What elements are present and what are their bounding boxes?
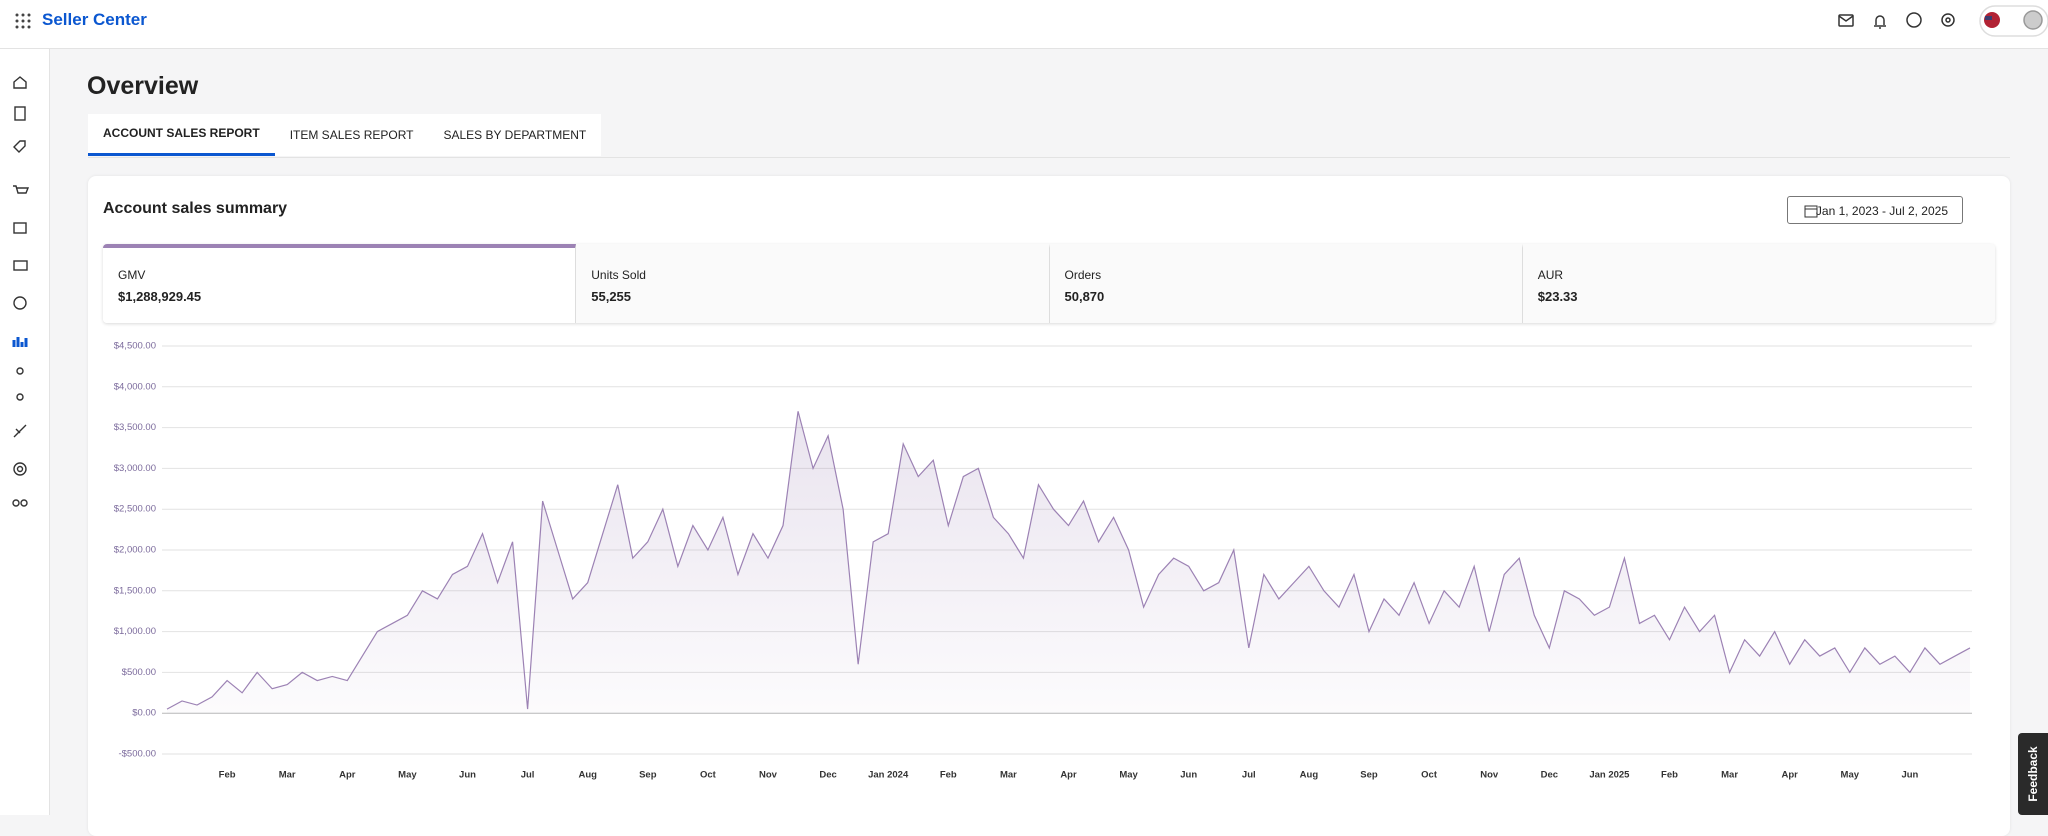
feedback-tab[interactable] [2018,733,2048,815]
avatar[interactable] [2023,10,2043,30]
x-tick-label: Apr [339,770,356,781]
sub-icon[interactable] [16,367,24,375]
calendar-icon [1804,205,1818,218]
metric-value: 55,255 [591,289,632,304]
x-tick-label: Jun [459,770,476,781]
sub-icon[interactable] [16,393,24,401]
x-tick-label: Sep [1360,770,1378,781]
x-tick-label: Dec [1541,770,1558,781]
analytics-icon[interactable] [12,337,28,347]
y-tick-label: $2,500.00 [114,504,156,515]
help-icon[interactable] [1906,12,1922,28]
apps-icon[interactable] [13,11,33,31]
metrics: GMV $1,288,929.45 Units Sold 55,255 Orders… [103,244,1995,323]
gauge-icon[interactable] [13,296,27,310]
target-icon[interactable] [13,462,27,476]
x-tick-label: Mar [1000,770,1017,781]
cart-icon[interactable] [13,185,30,194]
tabs: ACCOUNT SALES REPORT ITEM SALES REPORT S… [88,114,602,156]
chart: -$500.00 $0.00 $500.00 $1,000.00 $1,500.00 $2… [114,341,1972,781]
x-tick-label: Jan 2025 [1589,770,1630,781]
page-title: Overview [87,72,199,100]
x-tick-label: Apr [1060,770,1077,781]
y-tick-label: $0.00 [132,708,156,719]
metric-value: $23.33 [1537,289,1578,304]
card-title: Account sales summary [103,200,288,217]
x-tick-label: Feb [940,770,957,781]
sidebar-icons [12,76,30,507]
metric-card[interactable]: Orders 50,870 [1049,244,1523,323]
card-icon[interactable] [13,260,28,271]
x-tick-label: Jul [521,770,535,781]
x-tick-label: Oct [1421,770,1438,781]
x-tick-label: Aug [1300,770,1319,781]
x-tick-label: May [398,770,417,781]
metric-card[interactable]: GMV $1,288,929.45 [103,244,577,323]
y-tick-label: $4,500.00 [114,341,156,352]
x-tick-label: Nov [1480,770,1499,781]
y-tick-label: $3,500.00 [114,422,156,433]
metric-label: Orders [1064,268,1102,282]
tab[interactable]: ACCOUNT SALES REPORT [88,114,275,156]
y-tick-label: $3,000.00 [114,463,156,474]
divider [88,157,2010,158]
x-tick-label: Apr [1782,770,1799,781]
page: Seller Center Overview ACCOUNT SALES REP… [0,0,2048,815]
x-tick-label: Feb [1661,770,1678,781]
mail-icon[interactable] [1838,14,1854,27]
date-range-button[interactable]: Jan 1, 2023 - Jul 2, 2025 [1787,196,1963,224]
metric-card[interactable]: AUR $23.33 [1522,244,1995,323]
orders-icon[interactable] [14,106,26,121]
x-tick-label: Mar [279,770,296,781]
metric-label: GMV [118,268,146,282]
x-tick-label: Dec [819,770,836,781]
metric-label: Units Sold [591,268,646,282]
y-tick-label: -$500.00 [118,749,156,760]
y-tick-label: $500.00 [122,667,156,678]
metric-label: AUR [1537,268,1564,282]
x-tick-label: May [1841,770,1860,781]
tag-icon[interactable] [13,140,26,153]
y-tick-label: $2,000.00 [114,545,156,556]
home-icon[interactable] [13,76,27,89]
area [167,411,1970,714]
store-icon[interactable] [13,222,27,234]
x-tick-label: Oct [700,770,717,781]
settings-icon[interactable] [1941,13,1955,27]
metric-card[interactable]: Units Sold 55,255 [576,244,1050,323]
x-tick-label: May [1119,770,1138,781]
x-tick-label: Sep [639,770,657,781]
rocket-icon[interactable] [13,424,27,438]
header-icons [1838,5,2048,37]
x-tick-label: Feb [219,770,236,781]
header: Seller Center [0,0,2048,49]
x-tick-label: Nov [759,770,778,781]
y-tick-label: $4,000.00 [114,381,156,392]
x-tick-label: Jun [1180,770,1197,781]
apps-icon[interactable] [12,499,20,507]
line [166,411,1971,710]
metric-value: $1,288,929.45 [118,289,202,304]
y-tick-label: $1,000.00 [114,626,156,637]
x-tick-label: Mar [1721,770,1738,781]
x-tick-label: Jan 2024 [868,770,909,781]
bell-icon[interactable] [1874,15,1886,29]
sidebar [0,49,50,815]
metric-value: 50,870 [1064,289,1105,304]
tab[interactable]: ITEM SALES REPORT [289,128,414,142]
x-tick-label: Jul [1242,770,1256,781]
x-tick-label: Jun [1901,770,1918,781]
feedback-label: Feedback [2026,746,2040,802]
tab[interactable]: SALES BY DEPARTMENT [443,128,587,142]
y-tick-label: $1,500.00 [114,585,156,596]
brand[interactable]: Seller Center [42,10,147,29]
x-tick-label: Aug [578,770,597,781]
date-range: Jan 1, 2023 - Jul 2, 2025 [1815,204,1948,218]
